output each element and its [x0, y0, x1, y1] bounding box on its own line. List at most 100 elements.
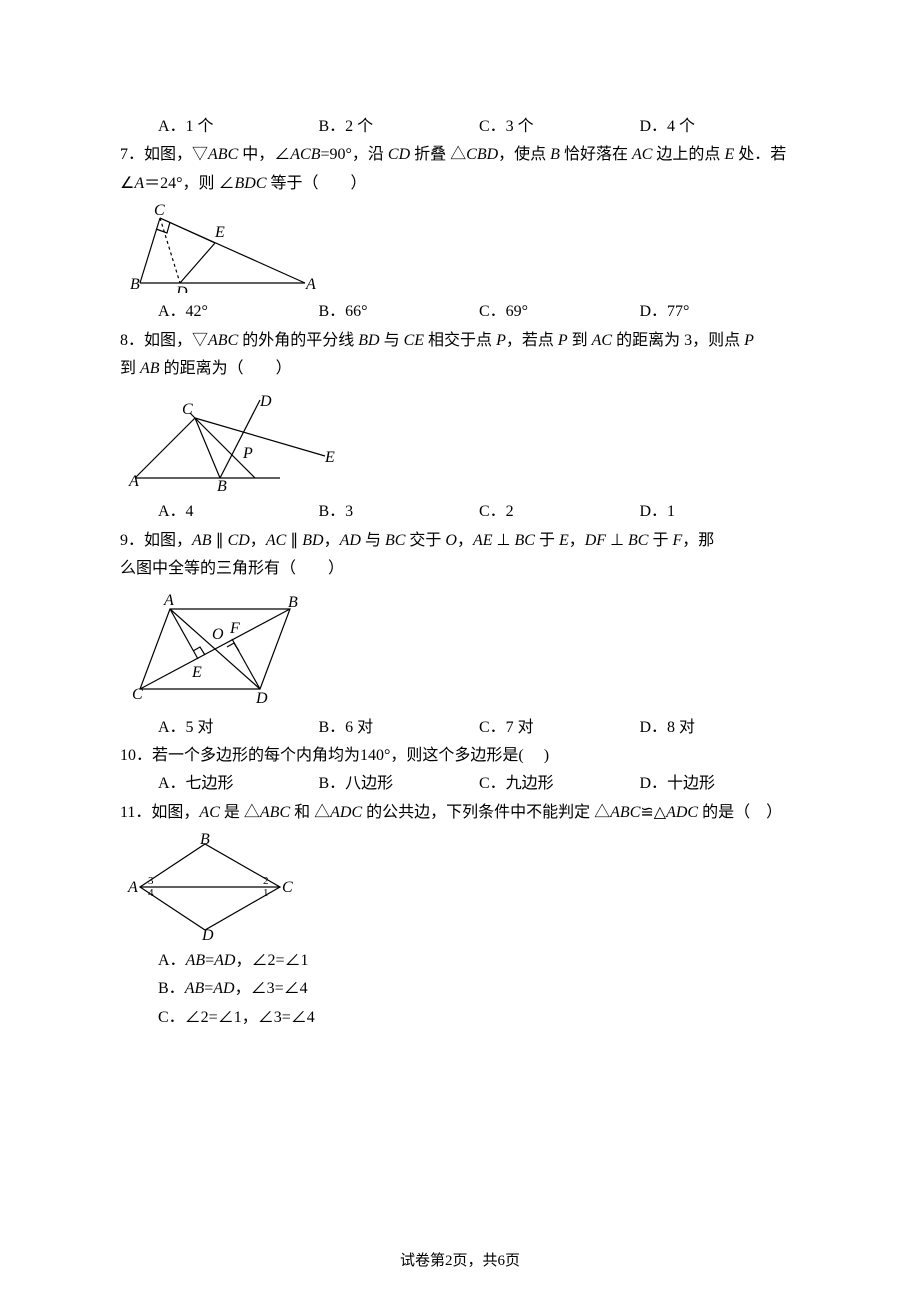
q9-ac: AC	[266, 532, 286, 549]
q10-opt-c: C．九边形	[479, 773, 640, 795]
q11-oa-ad: AD	[214, 952, 235, 969]
q8-figure: A B C D P E	[120, 388, 800, 493]
q9-at2: 于	[648, 532, 672, 549]
q11-adc: ADC	[330, 804, 362, 821]
q7-t7: 边上的点	[652, 146, 724, 163]
q7-opt-a: A．42°	[158, 301, 319, 323]
q9-at1: 于	[535, 532, 559, 549]
q7-ac: AC	[632, 146, 652, 163]
q9-ab: AB	[192, 532, 212, 549]
q8-ce: CE	[404, 332, 424, 349]
exam-page: A．1 个 B．2 个 C．3 个 D．4 个 7．如图，▽ABC 中，∠ACB…	[0, 0, 920, 1302]
q9-cd: CD	[228, 532, 250, 549]
q7-l2bdc: BDC	[235, 175, 267, 192]
q7-t4: 折叠 △	[410, 146, 466, 163]
q7-cbd: CBD	[466, 146, 498, 163]
q9-bc3: BC	[628, 532, 648, 549]
q9-options-row: A．5 对 B．6 对 C．7 对 D．8 对	[120, 717, 800, 739]
q9-e: E	[559, 532, 569, 549]
q7-t6: 恰好落在	[560, 146, 632, 163]
q8-t2: 的外角的平分线	[238, 332, 358, 349]
page-footer: 试卷第2页，共6页	[0, 1251, 920, 1272]
q9-c2: ，	[324, 532, 340, 549]
q9-p2: ∥	[286, 532, 302, 549]
q9-c1: ，	[250, 532, 266, 549]
q11-ob-ad: AD	[213, 980, 234, 997]
svg-text:D: D	[259, 393, 272, 410]
svg-text:4: 4	[148, 887, 154, 899]
q9-bc: BC	[385, 532, 405, 549]
svg-text:B: B	[217, 478, 227, 493]
q8-t4: 相交于点	[424, 332, 496, 349]
q8-ac: AC	[592, 332, 612, 349]
q7-opt-d: D．77°	[640, 301, 801, 323]
q9-opt-c: C．7 对	[479, 717, 640, 739]
q11-oa-sep: ，∠2=∠1	[235, 952, 308, 969]
q8-opt-c: C．2	[479, 501, 640, 523]
q7-l2b: ＝24°，则 ∠	[144, 175, 234, 192]
q9-line1: 9．如图，AB ∥ CD，AC ∥ BD，AD 与 BC 交于 O，AE ⊥ B…	[120, 530, 800, 552]
svg-text:B: B	[200, 832, 210, 848]
q8-opt-b: B．3	[319, 501, 480, 523]
q7-t3: =90°，沿	[320, 146, 387, 163]
svg-text:F: F	[229, 620, 240, 637]
q11-opt-c: C．∠2=∠1，∠3=∠4	[158, 1007, 800, 1029]
q7-figure: C E B D A	[120, 203, 800, 293]
q11-figure: A B C D 3 4 2 1	[120, 832, 800, 942]
q9-opt-b: B．6 对	[319, 717, 480, 739]
q11-line1: 11．如图，AC 是 △ABC 和 △ADC 的公共边，下列条件中不能判定 △A…	[120, 802, 800, 824]
q8-l2a: 到	[120, 360, 140, 377]
q7-line1: 7．如图，▽ABC 中，∠ACB=90°，沿 CD 折叠 △CBD，使点 B 恰…	[120, 144, 800, 166]
q7-t2: 中，∠	[238, 146, 290, 163]
q9-opt-d: D．8 对	[640, 717, 801, 739]
svg-text:A: A	[127, 879, 138, 896]
svg-text:D: D	[175, 284, 188, 293]
q7-opt-c: C．69°	[479, 301, 640, 323]
q9-then: ，那	[682, 532, 714, 549]
q9-t1: 9．如图，	[120, 532, 192, 549]
q11-ac: AC	[199, 804, 219, 821]
q11-t4: 的公共边，下列条件中不能判定 △	[362, 804, 610, 821]
q11-opt-a: A．AB=AD，∠2=∠1	[158, 950, 800, 972]
q11-t2: 是 △	[220, 804, 260, 821]
q9-c3: ，	[457, 532, 473, 549]
svg-text:2: 2	[263, 875, 269, 887]
svg-text:A: A	[305, 276, 316, 293]
svg-text:B: B	[130, 276, 140, 293]
q10-opt-a: A．七边形	[158, 773, 319, 795]
q7-e: E	[724, 146, 734, 163]
q7-t8: 处．若	[734, 146, 786, 163]
q8-l2b: 的距离为（ ）	[160, 360, 292, 377]
svg-text:D: D	[255, 690, 268, 707]
q11-oa-eq: =	[205, 952, 214, 969]
svg-text:1: 1	[263, 887, 269, 899]
q9-bc2: BC	[514, 532, 534, 549]
q11-cong: ≌△	[640, 804, 666, 821]
q8-t6: 到	[568, 332, 592, 349]
q9-line2: 么图中全等的三角形有（ ）	[120, 558, 800, 580]
q7-cd: CD	[388, 146, 410, 163]
q7-l2c: 等于（ ）	[267, 175, 367, 192]
q8-p2: P	[558, 332, 568, 349]
q9-and: 与	[361, 532, 385, 549]
q7-options-row: A．42° B．66° C．69° D．77°	[120, 301, 800, 323]
q11-ob-ab: AB	[185, 980, 205, 997]
q7-acb: ACB	[290, 146, 320, 163]
q7-t1: 7．如图，▽	[120, 146, 208, 163]
q9-figure: A B C D O F E	[120, 589, 800, 709]
svg-text:C: C	[154, 203, 165, 219]
q8-line1: 8．如图，▽ABC 的外角的平分线 BD 与 CE 相交于点 P，若点 P 到 …	[120, 330, 800, 352]
q6-options-row: A．1 个 B．2 个 C．3 个 D．4 个	[120, 116, 800, 138]
svg-text:E: E	[214, 224, 225, 241]
q8-p3: P	[744, 332, 754, 349]
q9-p1: ∥	[212, 532, 228, 549]
q9-ae: AE	[473, 532, 493, 549]
q11-t1: 11．如图，	[120, 804, 199, 821]
q11-options-stack: A．AB=AD，∠2=∠1 B．AB=AD，∠3=∠4 C．∠2=∠1，∠3=∠…	[120, 950, 800, 1029]
q8-t5: ，若点	[506, 332, 558, 349]
q7-opt-b: B．66°	[319, 301, 480, 323]
svg-text:D: D	[201, 927, 214, 942]
q8-line2: 到 AB 的距离为（ ）	[120, 358, 800, 380]
q8-opt-d: D．1	[640, 501, 801, 523]
q11-ob-sep: ，∠3=∠4	[235, 980, 308, 997]
